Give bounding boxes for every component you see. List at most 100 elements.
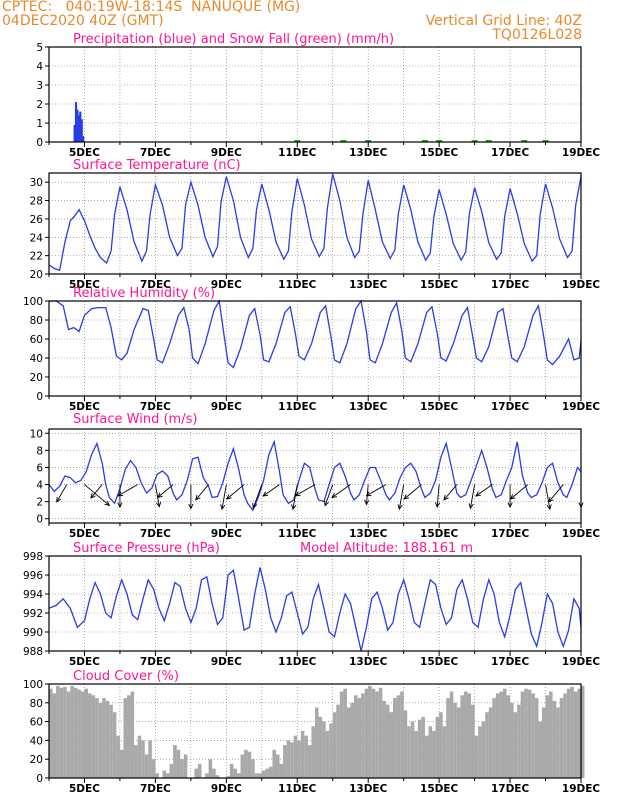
cloud-bar [478, 726, 482, 778]
pres-xtick-label: 15DEC [420, 656, 459, 668]
cloud-bar [382, 700, 386, 778]
wind-vector-head [117, 491, 124, 497]
cloud-bar [541, 707, 546, 778]
cloud-panel: 0 20 40 60 80 100 5DEC 7DEC 9DEC 11DEC 13DEC 15DEC 1… [23, 669, 600, 795]
cloud-bar [577, 688, 581, 778]
wind-vector [292, 484, 298, 510]
wind-vector [324, 484, 334, 506]
cloud-bar [84, 688, 89, 778]
cloud-bar [435, 716, 440, 778]
wind-xtick-label: 15DEC [420, 528, 459, 540]
forecast-date: 04DEC2020 40Z (GMT) [2, 13, 164, 29]
cloud-bar [286, 740, 291, 778]
cloud-bar [393, 698, 397, 778]
wind-vector-head [56, 496, 62, 503]
temp-series-line [48, 173, 582, 272]
precip-ytick-label: 2 [36, 99, 43, 111]
precip-ytick-label: 3 [36, 80, 43, 92]
cloud-bar [98, 702, 103, 778]
wind-vector-head [365, 491, 372, 497]
cloud-bar [268, 766, 273, 778]
cloud-bar [531, 693, 535, 778]
cloud-bar [446, 698, 450, 778]
wind-xtick-label: 7DEC [140, 528, 171, 540]
rh-panel: 0 20 40 60 80 100 5DEC 7DEC 9DEC 11DEC 13DEC 15DEC 1… [23, 286, 600, 413]
rh-ytick-label: 100 [23, 296, 43, 308]
wind-ytick-label: 0 [36, 514, 43, 526]
cloud-bar [265, 768, 269, 778]
cloud-bar [545, 695, 550, 778]
wind-vector [84, 484, 110, 506]
cloud-bar [134, 745, 138, 778]
precip-ytick-label: 5 [36, 42, 43, 54]
wind-vector-head [468, 503, 474, 510]
cloud-bar [474, 735, 479, 778]
pres-frame [48, 555, 582, 652]
cloud-bar [534, 698, 539, 778]
cloud-xtick-label: 9DEC [211, 783, 242, 795]
cloud-ytick-label: 0 [36, 773, 43, 785]
rh-ytick-label: 80 [30, 315, 43, 327]
wind-vector-head [188, 503, 194, 510]
cloud-bar [205, 773, 209, 778]
wind-vector [90, 484, 103, 499]
cloud-bar [251, 759, 255, 778]
wind-vector-head [291, 504, 297, 511]
cloud-bar [385, 704, 390, 778]
station-info: CPTEC: 040:19W-18:14S NANUQUE (MG) [2, 0, 301, 15]
cloud-ytick-label: 40 [30, 735, 43, 747]
wind-ytick-label: 8 [36, 445, 43, 457]
cloud-bar [389, 712, 394, 778]
cloud-bar [368, 685, 372, 778]
cloud-bar [56, 685, 60, 778]
cloud-bar [112, 712, 117, 778]
precip-bar [76, 109, 79, 142]
cloud-bar [417, 719, 422, 778]
temp-ytick-label: 20 [30, 269, 43, 281]
cloud-bar [552, 700, 557, 778]
snow-bar [485, 140, 492, 142]
cloud-bar [559, 698, 564, 778]
cloud-bar [123, 698, 128, 778]
rh-xtick-label: 19DEC [562, 401, 601, 413]
cloud-bar [311, 726, 315, 778]
cloud-bar [307, 745, 312, 778]
cloud-bar [499, 691, 503, 778]
cloud-bar [275, 754, 280, 778]
wind-vector [475, 484, 493, 497]
cloud-bar [336, 704, 340, 778]
wind-vector-head [157, 492, 163, 499]
cloud-bar [488, 707, 493, 778]
cloud-bar [244, 749, 248, 778]
cloud-bar [513, 712, 518, 778]
wind-vector-head [226, 494, 232, 500]
cloud-bar [428, 726, 433, 778]
cloud-bar [254, 773, 259, 778]
cloud-bar [354, 695, 358, 778]
cloud-bar [119, 749, 124, 778]
cloud-xtick-label: 5DEC [69, 783, 100, 795]
precip-xtick-label: 9DEC [211, 147, 242, 159]
precip-xtick-label: 13DEC [349, 147, 388, 159]
cloud-bar [63, 686, 67, 778]
precip-ytick-label: 1 [36, 118, 43, 130]
temp-frame [48, 172, 582, 275]
cloud-bar [506, 695, 511, 778]
wind-vector [117, 484, 138, 497]
wind-xtick-label: 5DEC [69, 528, 100, 540]
cloud-bar [105, 700, 110, 778]
precip-ytick-label: 0 [36, 137, 43, 149]
cloud-bar [290, 742, 294, 778]
wind-vector [252, 484, 263, 509]
cloud-bar [258, 773, 262, 778]
precip-ytick-label: 4 [36, 61, 43, 73]
precip-xtick-label: 15DEC [420, 147, 459, 159]
cloud-bar [332, 712, 337, 778]
cloud-xtick-label: 19DEC [562, 783, 601, 795]
cloud-bar [127, 695, 131, 778]
vertical-grid-info: Vertical Grid Line: 40Z [425, 13, 582, 29]
cloud-bar [151, 759, 156, 778]
cloud-bar [357, 698, 362, 778]
cloud-bar [400, 691, 404, 778]
